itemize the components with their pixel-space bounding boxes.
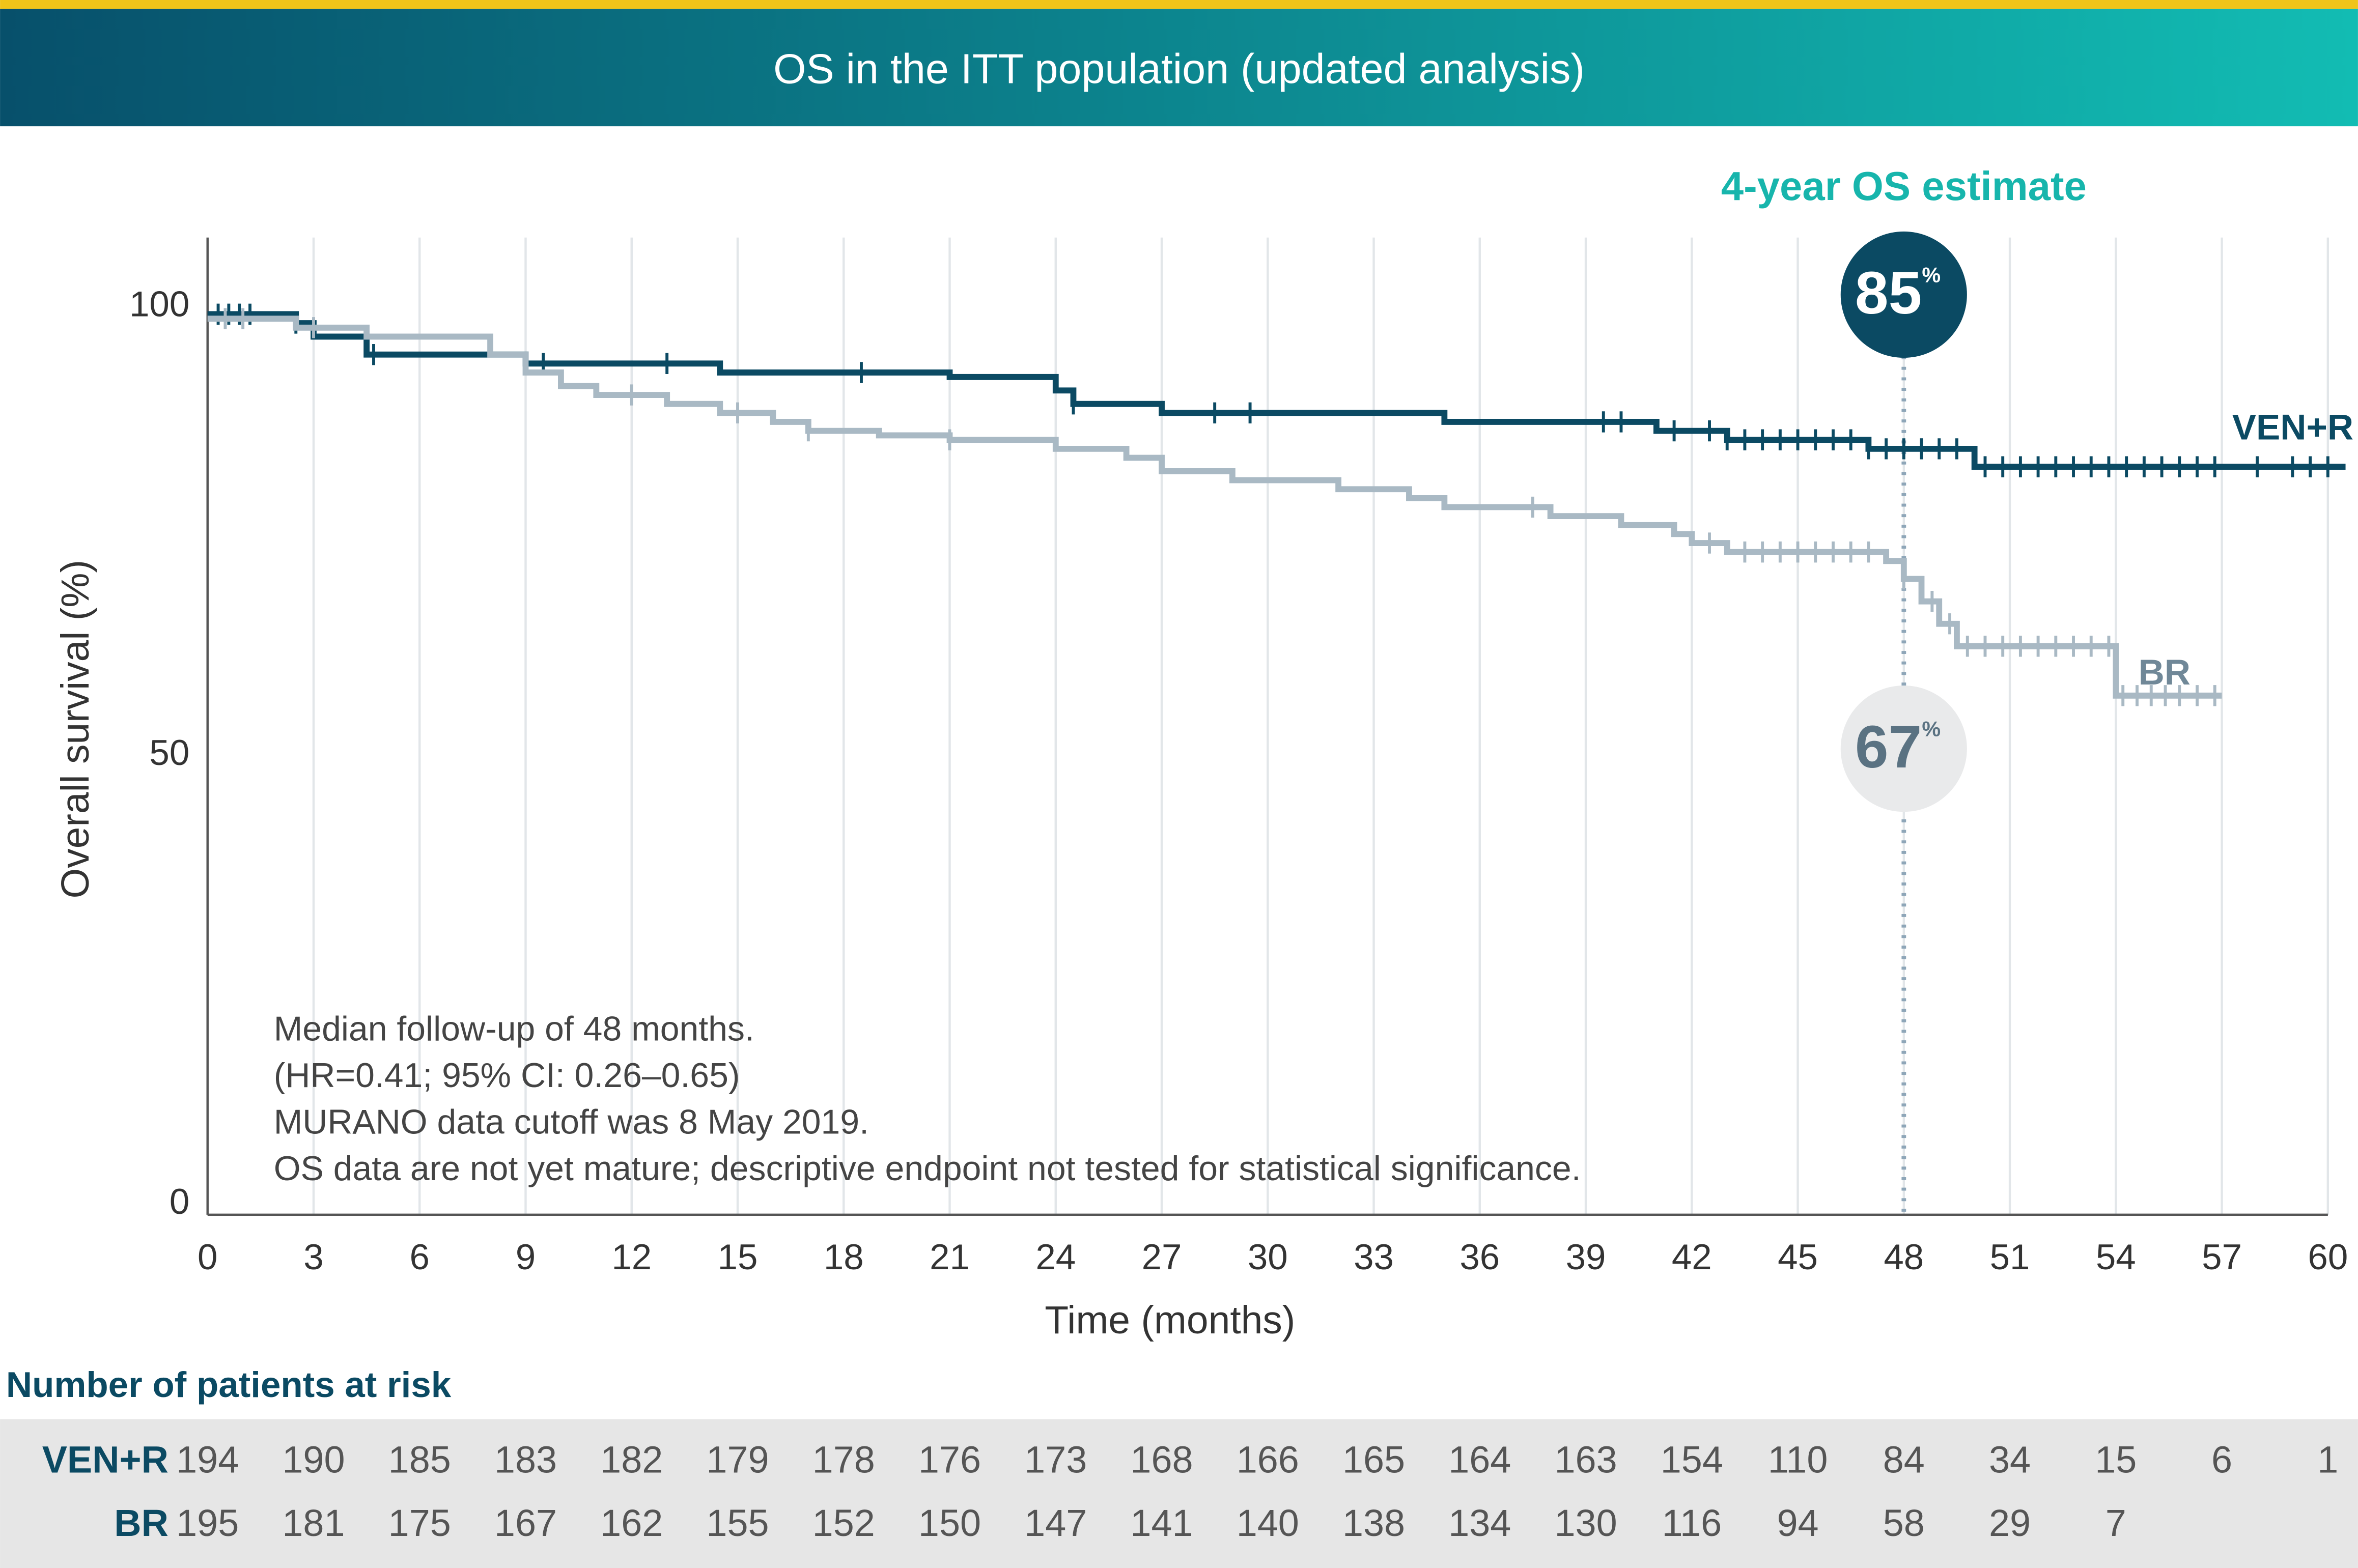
risk-table-bg: [0, 1419, 2358, 1568]
risk-value: 194: [176, 1439, 239, 1481]
risk-value: 15: [2095, 1439, 2137, 1481]
risk-value: 168: [1130, 1439, 1193, 1481]
risk-value: 34: [1989, 1439, 2031, 1481]
risk-value: 1: [2317, 1439, 2338, 1481]
risk-value: 110: [1768, 1439, 1828, 1481]
estimate-number: 67: [1855, 714, 1922, 781]
risk-value: 134: [1448, 1502, 1511, 1544]
footnote: OS data are not yet mature; descriptive …: [274, 1149, 1581, 1188]
risk-value: 116: [1662, 1502, 1722, 1544]
risk-value: 165: [1342, 1439, 1405, 1481]
risk-value: 183: [494, 1439, 557, 1481]
x-tick-label: 3: [303, 1237, 323, 1277]
y-tick-label: 50: [149, 733, 189, 773]
risk-value: 141: [1130, 1502, 1193, 1544]
risk-value: 6: [2211, 1439, 2232, 1481]
estimate-number: 85: [1855, 260, 1922, 327]
risk-value: 167: [494, 1502, 557, 1544]
survival-curve: [207, 316, 2222, 699]
risk-row-label: VEN+R: [42, 1439, 169, 1481]
x-tick-label: 54: [2096, 1237, 2136, 1277]
risk-value: 130: [1554, 1502, 1617, 1544]
x-tick-label: 12: [611, 1237, 652, 1277]
estimate-title: 4-year OS estimate: [1721, 163, 2087, 209]
x-axis-label: Time (months): [1045, 1298, 1295, 1342]
risk-value: 29: [1989, 1502, 2031, 1544]
estimate-unit: %: [1922, 718, 1941, 741]
risk-value: 155: [706, 1502, 769, 1544]
x-tick-label: 42: [1672, 1237, 1712, 1277]
x-tick-label: 60: [2308, 1237, 2348, 1277]
x-tick-label: 33: [1354, 1237, 1394, 1277]
x-tick-label: 27: [1142, 1237, 1182, 1277]
risk-value: 140: [1237, 1502, 1299, 1544]
risk-value: 175: [388, 1502, 451, 1544]
footnote: Median follow-up of 48 months.: [274, 1009, 754, 1048]
risk-value: 176: [918, 1439, 981, 1481]
survival-curve: [207, 311, 2346, 470]
footnote: (HR=0.41; 95% CI: 0.26–0.65): [274, 1056, 740, 1095]
estimate-bubble: [1840, 231, 1967, 358]
x-tick-label: 21: [930, 1237, 970, 1277]
x-tick-label: 6: [410, 1237, 430, 1277]
title: OS in the ITT population (updated analys…: [773, 45, 1585, 93]
risk-value: 152: [812, 1502, 875, 1544]
estimate-unit: %: [1922, 263, 1941, 287]
risk-row-label: BR: [114, 1502, 169, 1544]
risk-value: 164: [1448, 1439, 1511, 1481]
x-tick-label: 57: [2202, 1237, 2242, 1277]
risk-value: 173: [1024, 1439, 1087, 1481]
estimate-label: 85%: [1855, 260, 1941, 327]
risk-value: 185: [388, 1439, 451, 1481]
risk-value: 190: [282, 1439, 345, 1481]
series-label: BR: [2139, 652, 2191, 693]
y-tick-label: 100: [129, 284, 189, 324]
estimate-label: 67%: [1855, 714, 1941, 781]
x-tick-label: 45: [1778, 1237, 1818, 1277]
x-tick-label: 36: [1459, 1237, 1500, 1277]
x-tick-label: 9: [516, 1237, 536, 1277]
x-tick-label: 0: [198, 1237, 217, 1277]
risk-value: 147: [1024, 1502, 1087, 1544]
risk-value: 154: [1661, 1439, 1723, 1481]
risk-value: 162: [600, 1502, 663, 1544]
risk-value: 7: [2106, 1502, 2126, 1544]
x-tick-label: 24: [1035, 1237, 1076, 1277]
risk-value: 94: [1777, 1502, 1818, 1544]
y-axis-label: Overall survival (%): [53, 560, 97, 899]
risk-value: 182: [600, 1439, 663, 1481]
risk-value: 84: [1883, 1439, 1925, 1481]
risk-value: 181: [282, 1502, 345, 1544]
series-label: VEN+R: [2232, 408, 2353, 448]
x-tick-label: 30: [1248, 1237, 1288, 1277]
risk-value: 58: [1883, 1502, 1925, 1544]
banner-border: [0, 0, 2358, 9]
risk-value: 150: [918, 1502, 981, 1544]
risk-value: 195: [176, 1502, 239, 1544]
x-tick-label: 48: [1884, 1237, 1924, 1277]
estimate-bubble: [1840, 686, 1967, 812]
y-tick-label: 0: [170, 1182, 189, 1222]
x-tick-label: 51: [1990, 1237, 2030, 1277]
risk-title: Number of patients at risk: [6, 1365, 452, 1405]
risk-value: 163: [1554, 1439, 1617, 1481]
risk-value: 178: [812, 1439, 875, 1481]
x-tick-label: 15: [718, 1237, 758, 1277]
x-tick-label: 39: [1566, 1237, 1606, 1277]
x-tick-label: 18: [824, 1237, 864, 1277]
risk-value: 166: [1237, 1439, 1299, 1481]
footnote: MURANO data cutoff was 8 May 2019.: [274, 1103, 869, 1142]
risk-value: 179: [706, 1439, 769, 1481]
banner: [0, 9, 2358, 127]
risk-value: 138: [1342, 1502, 1405, 1544]
